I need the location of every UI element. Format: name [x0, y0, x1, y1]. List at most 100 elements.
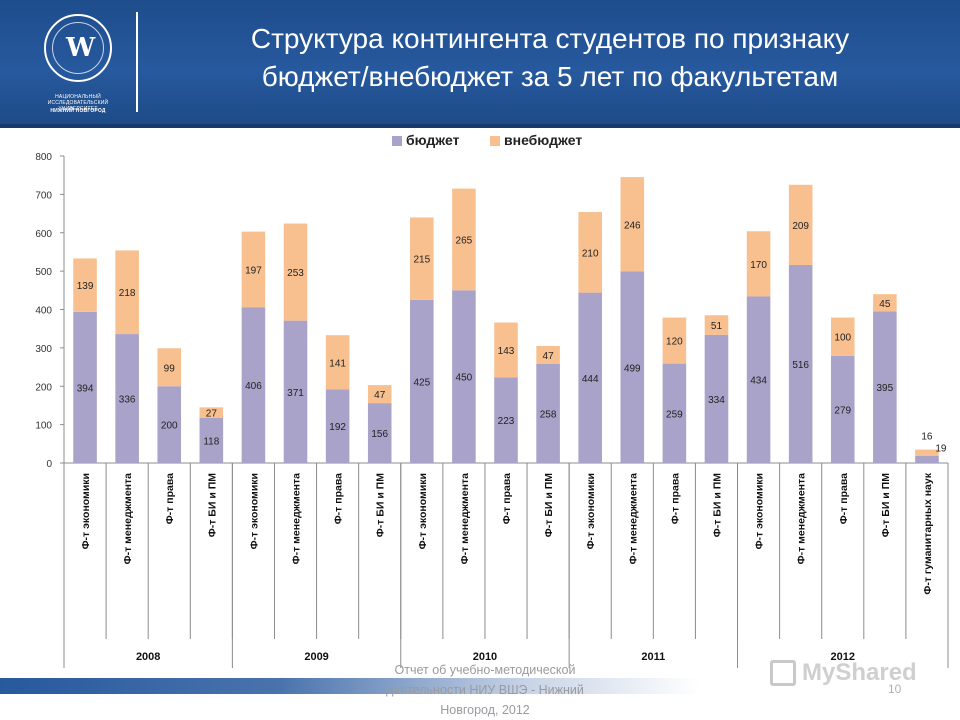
category-label: Ф-т БИ и ПМ [375, 473, 387, 537]
bar-nonbudget [662, 317, 687, 364]
data-label-nonbudget: 197 [245, 265, 262, 276]
y-tick-label: 300 [35, 344, 52, 355]
title-line-2: бюджет/внебюджет за 5 лет по факультетам [261, 61, 839, 92]
stacked-bar-chart: бюджет внебюджет 0 100 200 300 400 500 600 700 800… [35, 132, 949, 668]
logo-city: НИЖНИЙ НОВГОРОД [50, 108, 106, 114]
y-tick-label: 200 [35, 382, 52, 393]
bar-budget [452, 290, 476, 463]
bar-nonbudget [73, 258, 97, 312]
data-label-budget: 395 [877, 383, 894, 394]
bar-budget [410, 299, 434, 463]
bar-nonbudget [704, 315, 729, 335]
bar-nonbudget [410, 217, 434, 300]
logo-caption: НАЦИОНАЛЬНЫЙ ИССЛЕДОВАТЕЛЬСКИЙ УНИВЕРСИТ… [47, 94, 109, 112]
category-label: Ф-т БИ и ПМ [206, 473, 218, 537]
data-label-budget: 394 [77, 383, 94, 394]
bar-budget [494, 377, 518, 463]
group-label: 2008 [136, 651, 160, 663]
bar-budget [578, 292, 602, 463]
bar-nonbudget [873, 294, 897, 312]
y-tick-label: 0 [46, 459, 52, 470]
bar-budget [73, 311, 97, 463]
data-label-nonbudget: 100 [834, 333, 851, 344]
data-label-nonbudget: 51 [711, 321, 723, 332]
data-label-budget: 406 [245, 381, 262, 392]
logo-ring [44, 14, 112, 82]
data-label-budget: 434 [750, 376, 767, 387]
bar-budget [199, 417, 224, 463]
category-label: Ф-т экономики [585, 473, 597, 549]
bar-budget [115, 334, 139, 463]
bar-nonbudget [746, 231, 771, 297]
bar-nonbudget [241, 231, 266, 308]
data-label-budget: 336 [119, 395, 136, 406]
data-label-budget: 334 [708, 395, 725, 406]
bar-budget [283, 320, 308, 463]
bar-budget [662, 363, 687, 463]
category-label: Ф-т экономики [248, 473, 260, 549]
data-label-budget: 192 [329, 422, 346, 433]
y-tick-label: 800 [35, 152, 52, 163]
data-label-nonbudget: 16 [921, 432, 933, 443]
group-label: 2009 [304, 651, 328, 663]
bar-budget [367, 403, 392, 463]
bar-nonbudget [788, 184, 813, 265]
data-label-budget: 444 [582, 374, 599, 385]
data-label-nonbudget: 210 [582, 248, 599, 259]
data-label-nonbudget: 47 [374, 390, 386, 401]
data-label-nonbudget: 99 [164, 363, 176, 374]
category-label: Ф-т экономики [754, 473, 766, 549]
bar-budget [873, 311, 897, 463]
bar-budget [746, 296, 771, 463]
bar-nonbudget [367, 385, 392, 404]
category-label: Ф-т экономики [80, 473, 92, 549]
watermark-text: MyShared [802, 659, 917, 686]
bar-nonbudget [115, 250, 139, 335]
data-label-budget: 200 [161, 421, 178, 432]
bar-nonbudget [578, 212, 602, 293]
data-label-nonbudget: 265 [456, 235, 473, 246]
legend-label-nonbudget: внебюджет [504, 132, 582, 148]
slide-header: Ԝ НАЦИОНАЛЬНЫЙ ИССЛЕДОВАТЕЛЬСКИЙ УНИВЕРС… [0, 0, 960, 128]
category-label: Ф-т менеджмента [627, 473, 639, 565]
category-label: Ф-т БИ и ПМ [543, 473, 555, 537]
y-tick-label: 100 [35, 421, 52, 432]
data-label-nonbudget: 218 [119, 288, 136, 299]
y-tick-label: 500 [35, 267, 52, 278]
data-label-budget: 118 [203, 436, 219, 447]
bar-nonbudget [830, 317, 855, 356]
header-divider [136, 12, 138, 112]
footer-line-1: Отчет об учебно-методической [394, 663, 576, 677]
data-label-nonbudget: 27 [206, 409, 218, 420]
data-label-nonbudget: 120 [666, 337, 683, 348]
footer-line-2: деятельности НИУ ВШЭ - Нижний [386, 683, 584, 697]
data-label-nonbudget: 215 [413, 255, 430, 266]
data-label-nonbudget: 253 [287, 268, 304, 279]
slide-footer: Отчет об учебно-методической деятельност… [0, 659, 960, 720]
header-stripe [0, 124, 960, 128]
group-label: 2012 [831, 651, 855, 663]
data-label-budget: 19 [935, 444, 947, 455]
footer-text: Отчет об учебно-методической деятельност… [355, 660, 615, 720]
category-label: Ф-т менеджмента [122, 473, 134, 565]
group-label: 2010 [473, 651, 497, 663]
data-label-budget: 499 [624, 363, 641, 374]
bar-budget [788, 264, 813, 463]
bar-budget [325, 389, 350, 463]
bar-budget [915, 455, 939, 463]
data-label-nonbudget: 45 [879, 299, 891, 310]
bar-budget [241, 307, 266, 463]
category-label: Ф-т права [669, 473, 681, 524]
watermark: MyShared [770, 658, 930, 690]
category-label: Ф-т менеджмента [459, 473, 471, 565]
bar-budget [536, 363, 560, 463]
watermark-icon [770, 660, 796, 686]
university-logo: Ԝ НАЦИОНАЛЬНЫЙ ИССЛЕДОВАТЕЛЬСКИЙ УНИВЕРС… [30, 10, 126, 118]
data-label-nonbudget: 209 [792, 221, 809, 232]
category-label: Ф-т права [838, 473, 850, 524]
data-label-budget: 279 [834, 405, 851, 416]
bar-budget [830, 355, 855, 463]
bar-nonbudget [199, 407, 224, 418]
data-label-nonbudget: 47 [543, 351, 555, 362]
data-label-budget: 223 [498, 416, 515, 427]
